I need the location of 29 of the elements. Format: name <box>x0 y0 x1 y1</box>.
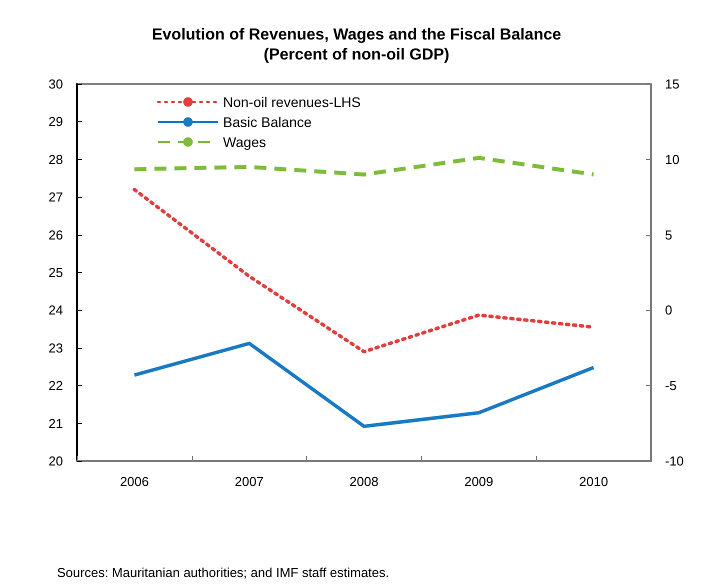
x-tick-label: 2008 <box>350 474 378 489</box>
y-tick-label: 25 <box>48 265 63 280</box>
y-tick-label: 28 <box>48 152 63 167</box>
source-note: Sources: Mauritanian authorities; and IMF staff estimates. <box>57 565 390 580</box>
y-tick-label: 20 <box>48 454 63 468</box>
y-tick-label: 26 <box>48 227 63 242</box>
y-tick-label: 23 <box>48 340 63 356</box>
y2-tick-label: 15 <box>665 76 680 92</box>
y-tick-label: 27 <box>48 190 63 205</box>
y-tick-label: 21 <box>48 416 63 431</box>
y2-tick-label: -5 <box>665 378 677 394</box>
legend-label: Wages <box>223 134 266 150</box>
line-series <box>132 342 596 428</box>
y-tick-label: 24 <box>48 302 63 318</box>
y2-tick-label: 10 <box>665 152 680 167</box>
y-tick-label: 30 <box>48 76 63 92</box>
x-tick-label: 2006 <box>120 474 149 489</box>
y-tick-label: 29 <box>48 114 63 130</box>
x-tick-label: 2010 <box>579 474 608 489</box>
legend-label: Non-oil revenues-LHS <box>223 94 361 110</box>
line-series <box>132 156 596 176</box>
y2-tick-label: 5 <box>665 227 672 242</box>
x-tick-label: 2009 <box>464 474 494 489</box>
y2-tick-label: 0 <box>665 302 672 318</box>
legend-label: Basic Balance <box>223 114 312 130</box>
chart-title: Evolution of Revenues, Wages and the Fiscal Balance (Percent of non-oil GDP) <box>152 26 562 64</box>
y-tick-label: 22 <box>48 378 63 394</box>
y2-tick-label: -10 <box>665 454 684 468</box>
x-tick-label: 2007 <box>234 474 264 489</box>
